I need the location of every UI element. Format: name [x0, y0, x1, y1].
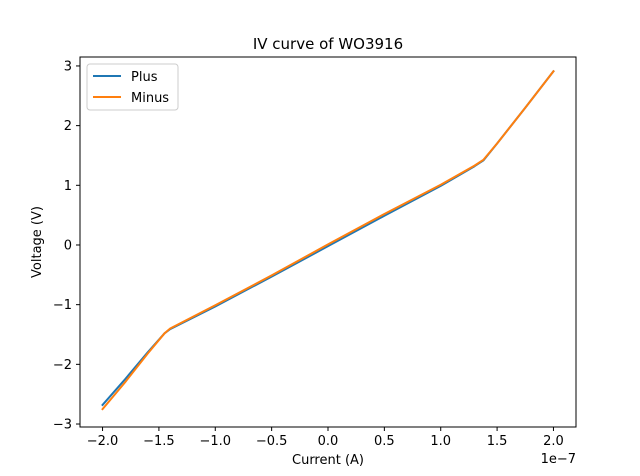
x-tick-label: −2.0 — [87, 434, 119, 449]
y-axis-label: Voltage (V) — [30, 206, 45, 278]
y-tick-label: −3 — [53, 418, 72, 433]
x-axis-ticks: −2.0 −1.5 −1.0 −0.5 0.0 0.5 1.0 1.5 2.0 — [87, 427, 564, 449]
series-line-minus — [101, 69, 555, 411]
legend-label-plus: Plus — [131, 70, 158, 85]
y-tick-label: 0 — [64, 238, 72, 253]
chart-title: IV curve of WO3916 — [253, 35, 403, 53]
x-axis-offset-text: 1e−7 — [541, 452, 576, 467]
x-tick-label: 2.0 — [543, 434, 564, 449]
y-tick-label: −1 — [53, 298, 72, 313]
y-tick-label: −2 — [53, 358, 72, 373]
y-tick-label: 1 — [64, 179, 72, 194]
x-tick-label: 0.0 — [318, 434, 339, 449]
x-tick-label: −1.5 — [143, 434, 175, 449]
x-tick-label: −1.0 — [199, 434, 231, 449]
x-tick-label: 0.5 — [374, 434, 395, 449]
y-tick-label: 2 — [64, 119, 72, 134]
legend: Plus Minus — [86, 63, 179, 111]
x-axis-label: Current (A) — [292, 453, 364, 468]
x-tick-label: −0.5 — [256, 434, 288, 449]
x-tick-label: 1.0 — [430, 434, 451, 449]
legend-label-minus: Minus — [131, 91, 169, 106]
series-layer — [101, 69, 555, 411]
y-axis-ticks: −3 −2 −1 0 1 2 3 — [53, 59, 80, 433]
x-tick-label: 1.5 — [487, 434, 508, 449]
y-tick-label: 3 — [64, 59, 72, 74]
